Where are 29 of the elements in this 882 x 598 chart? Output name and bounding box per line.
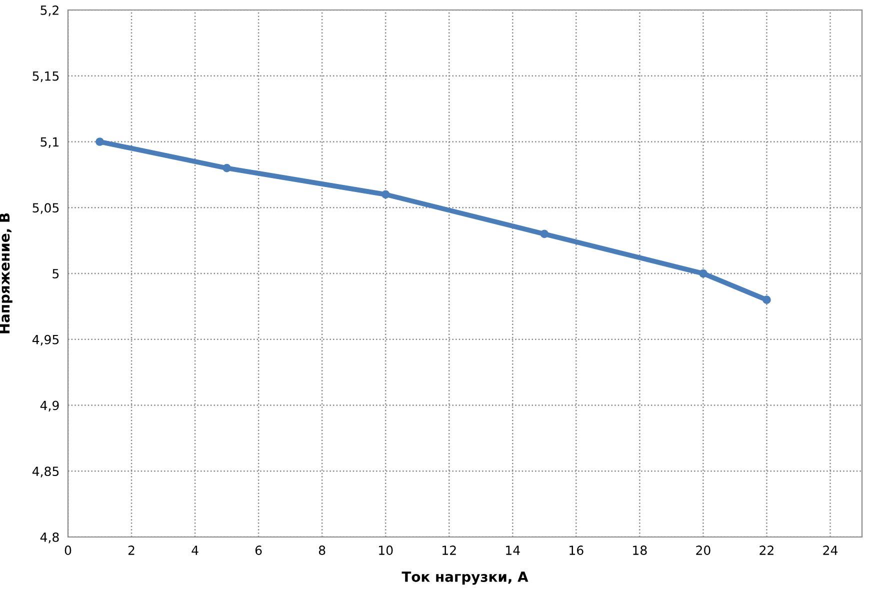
x-tick-label: 22 xyxy=(760,546,774,555)
x-tick-label: 14 xyxy=(506,546,520,555)
x-tick-label: 20 xyxy=(696,546,710,556)
x-tick-label: 8 xyxy=(318,546,326,556)
y-tick-label: 4,85 xyxy=(32,466,59,478)
y-tick-label: 5 xyxy=(52,269,59,278)
y-tick-label: 5,2 xyxy=(40,5,58,16)
point xyxy=(96,138,104,146)
x-tick-label: 2 xyxy=(128,546,134,555)
point xyxy=(222,164,231,172)
x-tick-label: 16 xyxy=(570,546,584,556)
y-tick-label: 5,05 xyxy=(32,203,59,214)
point xyxy=(762,296,771,304)
x-tick-label: 0 xyxy=(64,546,72,556)
x-tick-label: 12 xyxy=(442,546,456,555)
x-tick-label: 24 xyxy=(823,546,838,555)
x-tick-label: 6 xyxy=(255,546,262,556)
x-tick-label: 18 xyxy=(633,546,647,556)
x-tick-label: 4 xyxy=(192,546,198,555)
y-tick-label: 4,8 xyxy=(40,532,59,544)
point xyxy=(540,230,549,238)
y-tick-label: 5,15 xyxy=(32,72,59,82)
y-tick-label: 4,9 xyxy=(40,400,59,412)
point xyxy=(381,190,390,199)
point xyxy=(699,269,708,278)
y-tick-label: 4,95 xyxy=(32,334,59,346)
x-axis-title: Ток нагрузки, А xyxy=(402,572,528,585)
y-tick-label: 5,1 xyxy=(40,137,59,148)
x-tick-label: 10 xyxy=(379,546,393,556)
